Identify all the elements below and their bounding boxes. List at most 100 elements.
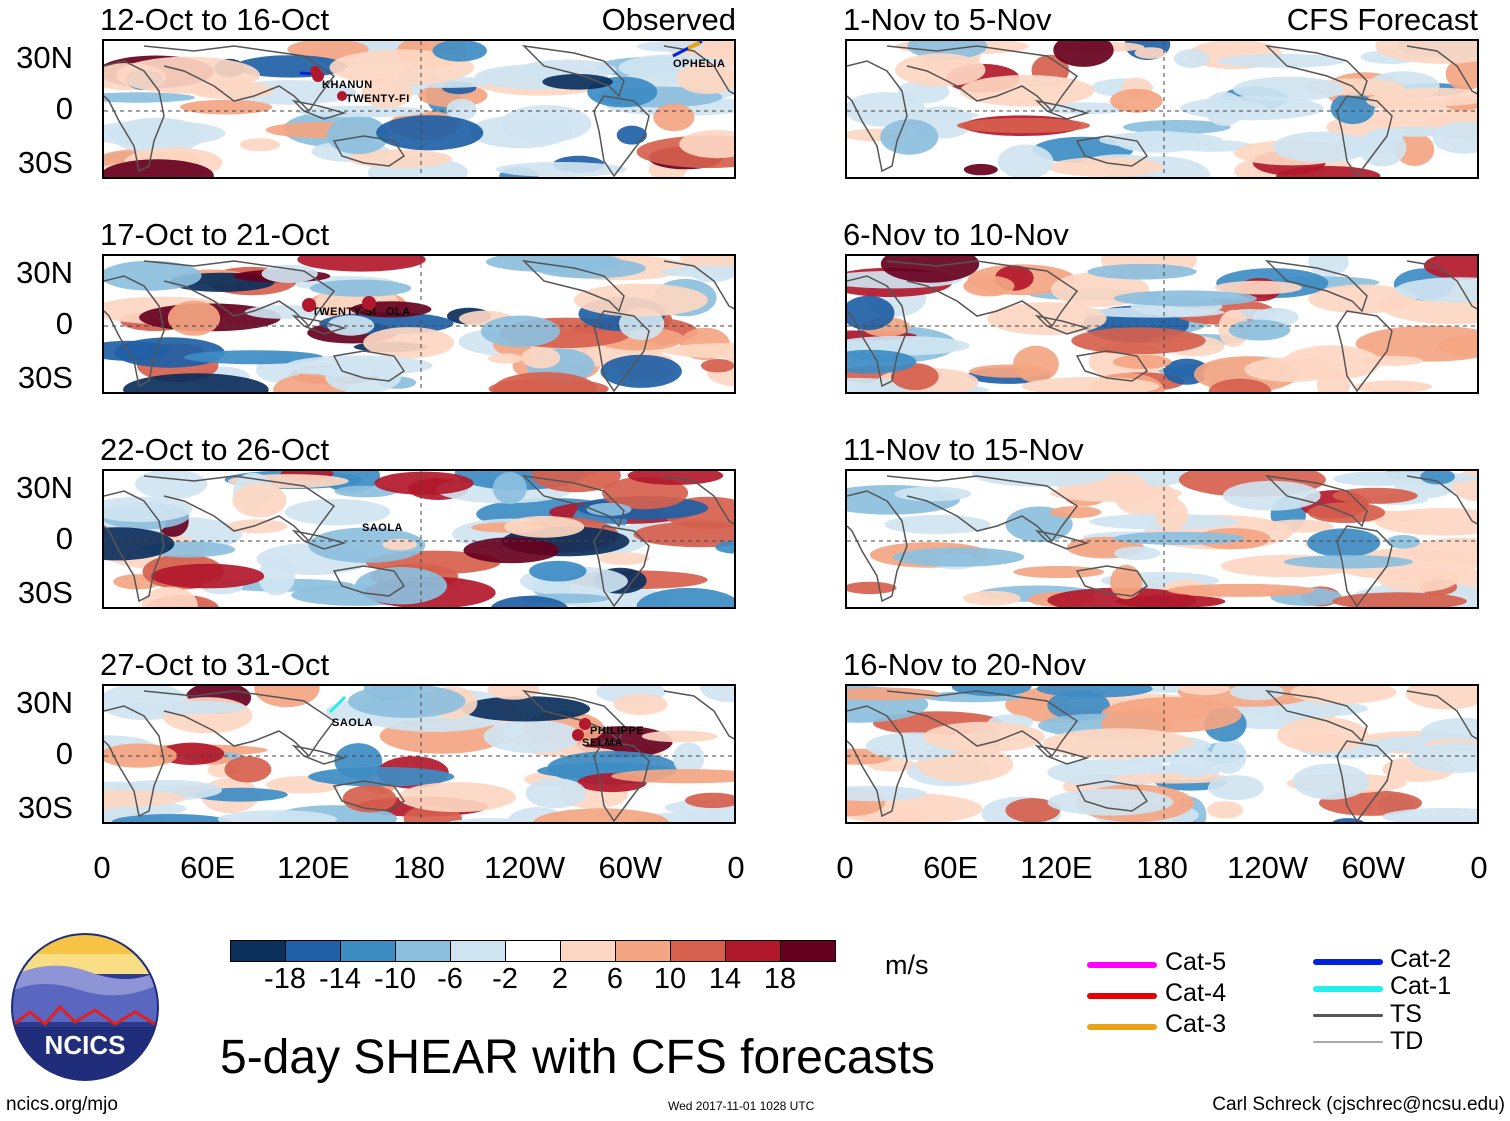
storm-marker-philippe — [579, 718, 591, 730]
colorbar-swatch-10 — [725, 940, 781, 962]
timestamp: Wed 2017-11-01 1028 UTC — [668, 1099, 815, 1113]
observed-label: Observed — [601, 2, 736, 37]
colorbar-tick-5: -2 — [492, 963, 518, 995]
legend-label-cat-4: Cat-4 — [1165, 979, 1227, 1007]
lat-label-4-2: 0 — [55, 736, 73, 771]
forecast-label: CFS Forecast — [1286, 2, 1478, 37]
legend-label-cat-3: Cat-3 — [1165, 1010, 1227, 1038]
lon-label-right-6: 60W — [1341, 850, 1406, 885]
lon-label-left-1: 0 — [93, 850, 111, 885]
lat-label-1-2: 0 — [55, 91, 73, 126]
colorbar-tick-8: 10 — [653, 963, 687, 995]
storm-marker-selma — [572, 729, 584, 741]
legend-label-cat-1: Cat-1 — [1390, 972, 1452, 1000]
legend-swatch-ts — [1313, 1014, 1383, 1017]
legend-swatch-cat-2 — [1313, 959, 1383, 965]
panel-title-left-2: 17-Oct to 21-Oct — [100, 217, 330, 252]
legend-swatch-td — [1313, 1041, 1383, 1043]
colorbar-swatch-3 — [340, 940, 396, 962]
lon-label-left-4: 180 — [393, 850, 445, 885]
author-credit: Carl Schreck (cjschrec@ncsu.edu) — [1212, 1094, 1505, 1115]
storm-label-twenty-si: TWENTY-SI — [312, 306, 377, 318]
lat-label-1-1: 30N — [16, 40, 73, 75]
colorbar-tick-4: -6 — [437, 963, 463, 995]
colorbar-swatch-1 — [230, 940, 286, 962]
lat-label-2-3: 30S — [17, 360, 73, 395]
storm-label-twenty-fi: TWENTY-FI — [346, 93, 410, 105]
lon-label-left-6: 60W — [598, 850, 663, 885]
storm-label-saola-2: SAOLA — [332, 717, 373, 729]
lon-label-right-1: 0 — [836, 850, 854, 885]
lat-label-4-3: 30S — [17, 790, 73, 825]
colorbar-swatch-9 — [670, 940, 726, 962]
lat-label-1-3: 30S — [17, 145, 73, 180]
map-panel-right-4 — [845, 684, 1479, 824]
colorbar-swatch-2 — [285, 940, 341, 962]
colorbar-swatch-11 — [780, 940, 836, 962]
logo-text: NCICS — [45, 1030, 126, 1060]
units-label: m/s — [885, 950, 929, 980]
panel-title-right-1: 1-Nov to 5-Nov — [843, 2, 1052, 37]
lon-label-right-7: 0 — [1470, 850, 1488, 885]
storm-label-philippe: PHILIPPE — [590, 725, 645, 737]
storm-track-khanun — [299, 66, 324, 82]
storm-label-khanun: KHANUN — [322, 79, 373, 91]
lon-label-right-5: 120W — [1227, 850, 1309, 885]
map-panel-left-1 — [102, 39, 736, 179]
colorbar-tick-3: -10 — [374, 963, 416, 995]
colorbar-swatch-4 — [395, 940, 451, 962]
colorbar-tick-10: 18 — [763, 963, 797, 995]
lon-label-left-2: 60E — [180, 850, 236, 885]
ncics-logo: NCICS — [11, 933, 159, 1081]
storm-label-selma: SELMA — [582, 737, 623, 749]
colorbar-swatch-5 — [450, 940, 506, 962]
colorbar-swatch-8 — [615, 940, 671, 962]
legend-label-ts: TS — [1390, 1000, 1422, 1028]
colorbar-tick-2: -14 — [319, 963, 361, 995]
map-panel-left-3 — [102, 469, 736, 609]
panel-title-right-2: 6-Nov to 10-Nov — [843, 217, 1069, 252]
lon-label-right-3: 120E — [1020, 850, 1093, 885]
storm-label-saola-1: SAOLA — [362, 522, 403, 534]
lat-label-2-1: 30N — [16, 255, 73, 290]
legend-label-td: TD — [1390, 1027, 1424, 1055]
lon-label-left-7: 0 — [727, 850, 745, 885]
main-title: 5-day SHEAR with CFS forecasts — [220, 1031, 935, 1084]
panel-title-left-4: 27-Oct to 31-Oct — [100, 647, 330, 682]
map-panel-right-3 — [845, 469, 1479, 609]
lon-label-right-4: 180 — [1136, 850, 1188, 885]
storm-tracks — [299, 39, 703, 741]
lon-label-left-5: 120W — [484, 850, 566, 885]
colorbar-tick-7: 6 — [606, 963, 624, 995]
panel-title-right-4: 16-Nov to 20-Nov — [843, 647, 1086, 682]
map-panel-right-2 — [845, 254, 1479, 394]
storm-marker-twenty-fi — [337, 91, 347, 101]
storm-label-ola: OLA — [386, 306, 411, 318]
colorbar-swatch-6 — [505, 940, 561, 962]
legend-swatch-cat-1 — [1313, 986, 1383, 992]
lat-label-2-2: 0 — [55, 306, 73, 341]
map-panel-right-1 — [845, 39, 1479, 179]
storm-marker-ola — [362, 296, 376, 310]
legend-swatch-cat-4 — [1087, 993, 1157, 999]
map-panel-left-4 — [102, 684, 736, 824]
legend-label-cat-2: Cat-2 — [1390, 945, 1452, 973]
lat-label-3-3: 30S — [17, 575, 73, 610]
colorbar-swatch-7 — [560, 940, 616, 962]
legend-swatch-cat-3 — [1087, 1024, 1157, 1030]
storm-marker-twenty-si — [302, 298, 316, 312]
lat-label-3-2: 0 — [55, 521, 73, 556]
colorbar-tick-6: 2 — [551, 963, 569, 995]
storm-track-saola — [328, 695, 347, 714]
colorbar-tick-9: 14 — [708, 963, 742, 995]
lat-label-4-1: 30N — [16, 685, 73, 720]
panel-title-left-1: 12-Oct to 16-Oct — [100, 2, 330, 37]
legend-swatch-cat-5 — [1087, 962, 1157, 968]
colorbar-tick-1: -18 — [264, 963, 306, 995]
lon-label-left-3: 120E — [277, 850, 350, 885]
storm-label-ophelia: OPHELIA — [673, 58, 726, 70]
legend-label-cat-5: Cat-5 — [1165, 948, 1227, 976]
panel-title-left-3: 22-Oct to 26-Oct — [100, 432, 330, 467]
map-panel-left-2 — [102, 254, 736, 394]
site-url[interactable]: ncics.org/mjo — [6, 1094, 118, 1115]
